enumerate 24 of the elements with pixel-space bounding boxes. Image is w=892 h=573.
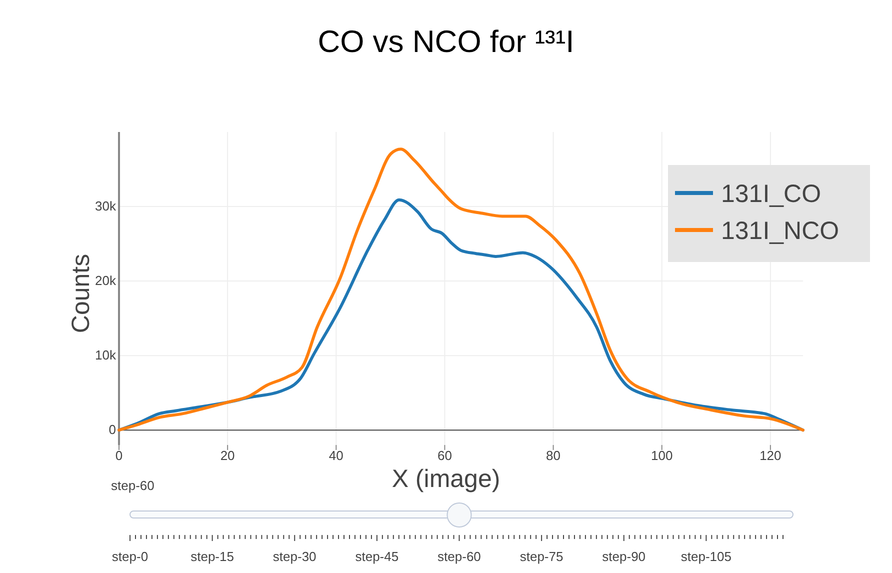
x-tick-label: 100 [651, 448, 673, 463]
text: step-105 [680, 549, 732, 564]
x-tick-label: 20 [220, 448, 235, 463]
x-tick-label: 60 [437, 448, 452, 463]
x-tick-label: 40 [328, 448, 344, 463]
x-axis-title: X (image) [392, 465, 500, 493]
y-tick-label: 30k [95, 198, 116, 214]
legend-label: 131I_CO [721, 180, 822, 208]
text: step-0 [112, 549, 148, 564]
x-tick-label: 120 [760, 448, 782, 463]
text: step-15 [190, 549, 234, 564]
y-axis-title: Counts [67, 254, 95, 334]
x-tick-label: 80 [546, 448, 561, 463]
chart-title: CO vs NCO for ¹³¹I [318, 24, 574, 59]
y-tick-label: 10k [95, 348, 116, 363]
text: step-30 [272, 549, 316, 564]
text: step-45 [355, 549, 399, 564]
legend-label: 131I_NCO [721, 217, 840, 245]
text: step-90 [602, 549, 646, 564]
y-tick-label: 0 [108, 422, 116, 438]
text: step-60 [111, 478, 154, 493]
text: step-60 [438, 549, 481, 564]
y-tick-label: 20k [95, 273, 116, 288]
text: step-75 [520, 549, 564, 564]
